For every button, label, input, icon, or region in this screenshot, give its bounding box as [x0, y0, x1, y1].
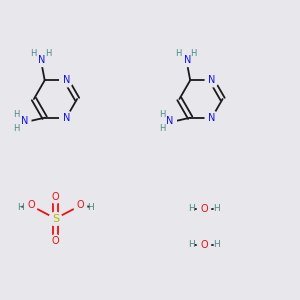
- Circle shape: [60, 74, 73, 87]
- Text: H: H: [159, 124, 165, 133]
- Circle shape: [205, 74, 218, 87]
- Text: H: H: [13, 124, 20, 133]
- Circle shape: [205, 111, 218, 124]
- Circle shape: [74, 199, 87, 212]
- Text: H: H: [13, 110, 20, 118]
- Text: H: H: [190, 49, 197, 58]
- Circle shape: [18, 115, 31, 128]
- Text: H: H: [30, 49, 37, 58]
- Circle shape: [197, 238, 211, 251]
- Text: O: O: [52, 236, 59, 247]
- Circle shape: [24, 199, 38, 212]
- Circle shape: [35, 53, 48, 67]
- Text: N: N: [166, 116, 173, 126]
- Circle shape: [49, 212, 62, 226]
- Text: O: O: [27, 200, 35, 211]
- Text: N: N: [63, 113, 70, 123]
- Text: H: H: [159, 110, 165, 118]
- Text: O: O: [200, 203, 208, 214]
- Text: H: H: [87, 202, 94, 211]
- Text: H: H: [17, 202, 24, 211]
- Text: N: N: [21, 116, 28, 126]
- Circle shape: [60, 111, 73, 124]
- Text: H: H: [213, 240, 220, 249]
- Circle shape: [49, 235, 62, 248]
- Circle shape: [163, 115, 176, 128]
- Text: O: O: [52, 191, 59, 202]
- Text: H: H: [188, 240, 195, 249]
- Text: N: N: [208, 113, 215, 123]
- Text: N: N: [184, 55, 191, 65]
- Text: S: S: [52, 214, 59, 224]
- Text: O: O: [76, 200, 84, 211]
- Text: O: O: [200, 239, 208, 250]
- Circle shape: [181, 53, 194, 67]
- Text: H: H: [188, 204, 195, 213]
- Text: H: H: [45, 49, 52, 58]
- Text: H: H: [176, 49, 182, 58]
- Circle shape: [49, 190, 62, 203]
- Text: H: H: [213, 204, 220, 213]
- Circle shape: [197, 202, 211, 215]
- Text: N: N: [38, 55, 45, 65]
- Text: N: N: [208, 75, 215, 85]
- Text: N: N: [63, 75, 70, 85]
